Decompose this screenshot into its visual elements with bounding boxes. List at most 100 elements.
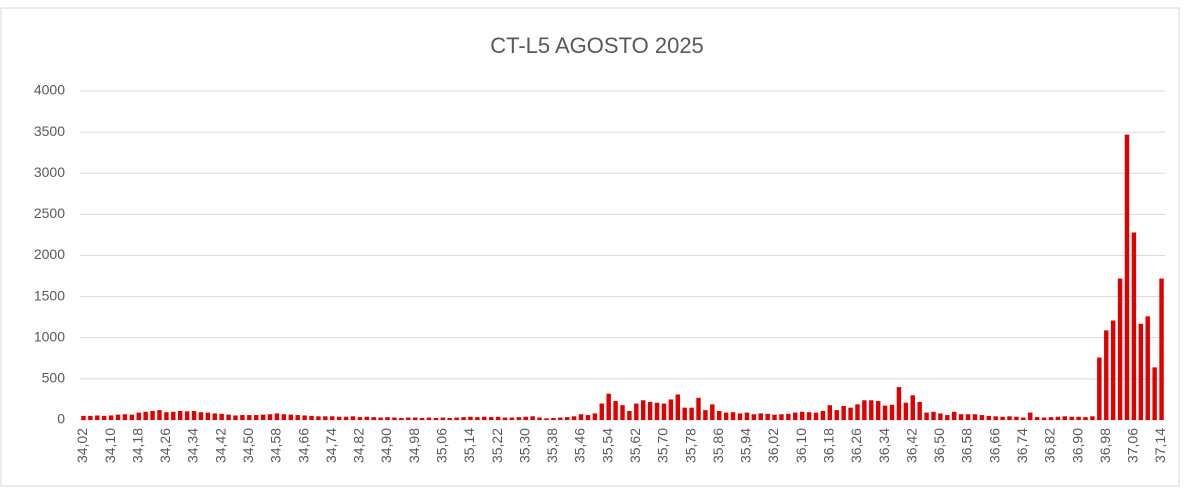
x-tick-label: 37,06 [1125, 428, 1141, 463]
bar [565, 417, 570, 420]
bar [696, 397, 701, 420]
bar [260, 414, 266, 420]
bar [634, 403, 639, 420]
x-tick-label: 36,58 [959, 428, 975, 463]
bar [219, 413, 224, 420]
bar [419, 417, 425, 420]
x-tick-label: 36,10 [793, 428, 809, 463]
bar [495, 416, 501, 420]
y-tick-label: 3000 [34, 164, 65, 180]
bar [316, 416, 321, 420]
bar [482, 416, 487, 420]
bar [399, 417, 404, 420]
bar [323, 416, 328, 420]
bar [620, 405, 625, 420]
x-tick-label: 35,22 [489, 428, 505, 463]
bar [972, 414, 978, 420]
bar [592, 413, 598, 420]
bar [571, 416, 577, 420]
bar [855, 404, 860, 420]
x-tick-label: 36,74 [1014, 428, 1030, 463]
bar [516, 417, 522, 420]
x-tick-label: 36,98 [1097, 428, 1113, 463]
bar [599, 403, 604, 420]
x-tick-label: 36,02 [765, 428, 781, 463]
y-tick-label: 0 [57, 411, 65, 427]
bar [1021, 417, 1026, 420]
bar [122, 414, 128, 420]
bar [1048, 417, 1054, 420]
bar [1124, 134, 1130, 420]
bar [247, 415, 252, 420]
bar [226, 414, 231, 420]
bar [157, 410, 162, 420]
bar [502, 417, 508, 420]
bar [412, 417, 418, 420]
x-tick-label: 35,30 [516, 428, 532, 463]
bar [1152, 367, 1157, 420]
bar [986, 415, 991, 420]
bar [364, 416, 370, 420]
bar [509, 417, 515, 420]
bar [447, 417, 452, 420]
bar [1076, 416, 1081, 420]
bar [101, 415, 107, 420]
x-tick-label: 36,18 [821, 428, 837, 463]
bar [848, 407, 853, 420]
bar [862, 400, 867, 420]
bar [1028, 412, 1033, 420]
x-tick-label: 35,38 [544, 428, 560, 463]
bar [779, 414, 784, 420]
bar [95, 415, 100, 420]
bar [385, 417, 390, 420]
bar [938, 413, 943, 420]
bar [710, 404, 715, 420]
x-tick-label: 34,34 [185, 428, 201, 463]
bar [115, 414, 121, 420]
bar [288, 414, 293, 420]
bar [267, 414, 273, 420]
x-tick-label: 34,26 [157, 428, 173, 463]
bar [786, 413, 791, 420]
bar [965, 414, 971, 420]
bar [737, 413, 743, 420]
bar [613, 401, 618, 420]
bar [758, 413, 763, 420]
bar [108, 415, 114, 420]
bar [689, 407, 694, 420]
x-tick-label: 37,14 [1152, 428, 1168, 463]
bar [1138, 323, 1144, 420]
bar [993, 416, 998, 420]
x-tick-label: 34,18 [129, 428, 145, 463]
bar [675, 394, 680, 420]
bar [81, 415, 86, 420]
bar [1062, 416, 1068, 420]
bar [654, 402, 660, 420]
x-tick-label: 35,06 [434, 428, 450, 463]
bar [1145, 316, 1150, 420]
x-tick-label: 36,66 [986, 428, 1002, 463]
x-tick-label: 36,82 [1042, 428, 1058, 463]
bar [530, 416, 535, 420]
bar [1000, 416, 1005, 420]
bar [924, 412, 929, 420]
x-tick-label: 34,02 [74, 428, 90, 463]
x-tick-label: 34,42 [212, 428, 228, 463]
bar [1007, 416, 1012, 420]
y-tick-label: 2000 [34, 246, 65, 262]
bar [233, 415, 238, 420]
bar [806, 412, 812, 420]
bar [882, 405, 888, 420]
bar [606, 393, 611, 420]
x-tick-label: 35,86 [710, 428, 726, 463]
bar [627, 410, 632, 420]
bar [537, 417, 542, 420]
bar [454, 417, 459, 420]
bar [931, 411, 936, 420]
bar [751, 414, 757, 420]
bar [440, 417, 446, 420]
x-tick-label: 35,14 [461, 428, 477, 463]
bar [378, 417, 383, 420]
bar [475, 417, 480, 420]
